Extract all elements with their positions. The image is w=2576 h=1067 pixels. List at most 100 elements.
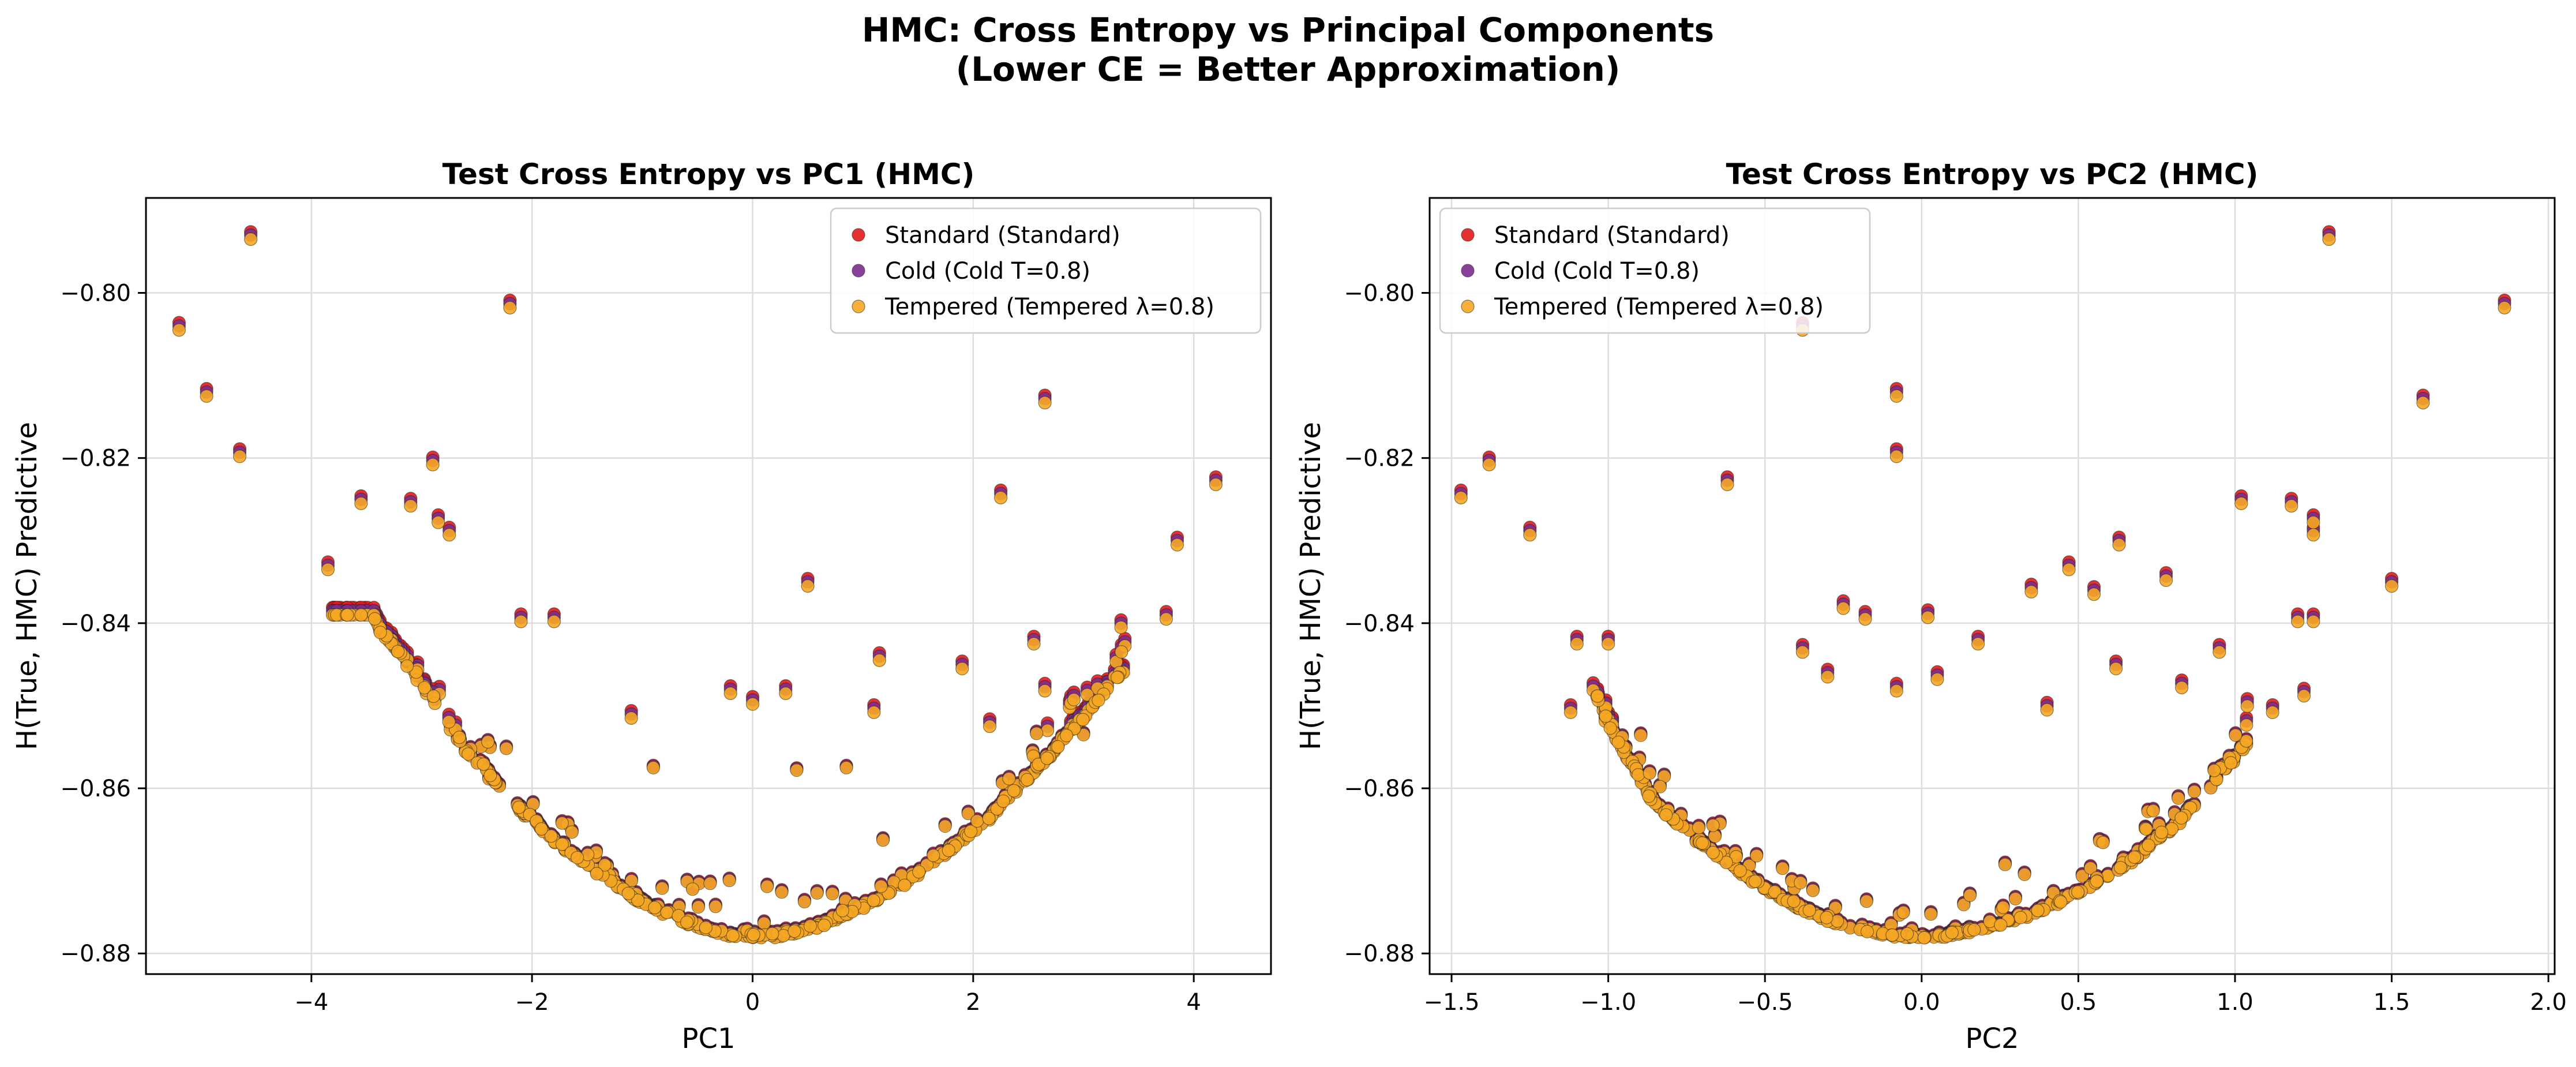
figure-title: HMC: Cross Entropy vs Principal Componen… <box>0 10 2576 89</box>
tempered-point <box>2172 791 2185 805</box>
legend-label: Cold (Cold T=0.8) <box>1494 258 1700 284</box>
legend-label: Standard (Standard) <box>885 222 1120 249</box>
tempered-point <box>200 389 213 403</box>
tempered-points <box>172 232 1223 945</box>
tempered-point <box>499 742 513 755</box>
tempered-point <box>1729 849 1743 864</box>
tempered-point <box>2285 499 2298 513</box>
tempered-point <box>1706 818 1720 832</box>
tempered-point <box>2174 811 2188 825</box>
tempered-point <box>1076 713 1090 727</box>
tempered-point <box>2416 396 2430 410</box>
tempered-point <box>1917 931 1931 945</box>
tempered-point <box>703 877 717 890</box>
tempered-point <box>747 928 760 942</box>
tempered-point <box>2240 734 2253 748</box>
tempered-point <box>598 858 612 872</box>
tempered-point <box>1482 458 1496 471</box>
tempered-point <box>1170 538 1184 552</box>
tempered-point <box>2234 496 2248 511</box>
tempered-point <box>1821 670 1835 684</box>
tempered-point <box>942 844 955 858</box>
tempered-point <box>1092 693 1105 707</box>
tempered-point <box>1806 883 1820 897</box>
tempered-point <box>426 689 441 703</box>
chart-1: −4 −2 0 2 4 −0.88 −0.86 −0.84 −0.82 −0.80 Test Cro… <box>11 158 1272 1055</box>
tempered-point <box>2142 838 2155 852</box>
tempered-point <box>775 885 789 899</box>
tempered-point <box>1971 637 1985 651</box>
tempered-point <box>404 499 418 513</box>
tempered-point <box>790 763 804 777</box>
y-tick-label: −0.82 <box>60 445 131 472</box>
x-tick-label: 2.0 <box>2530 989 2567 1016</box>
tempered-point <box>648 901 662 915</box>
legend-marker <box>852 264 865 278</box>
tempered-point <box>1945 926 1959 939</box>
tempered-point <box>1860 924 1874 939</box>
tempered-point <box>1634 728 1648 742</box>
tempered-point <box>1591 689 1604 703</box>
tempered-point <box>726 929 740 942</box>
tempered-point <box>757 916 771 930</box>
tempered-point <box>1957 897 1971 912</box>
chart-title: Test Cross Entropy vs PC2 (HMC) <box>1726 158 2259 191</box>
tempered-point <box>452 731 466 744</box>
tempered-point <box>1802 903 1816 918</box>
legend-marker <box>1461 228 1475 242</box>
tempered-point <box>1002 772 1016 785</box>
chart-title: Test Cross Entropy vs PC1 (HMC) <box>443 158 975 191</box>
tempered-point <box>2291 615 2305 628</box>
legend-marker <box>852 299 865 313</box>
tempered-point <box>547 615 561 628</box>
tempered-point <box>2307 615 2320 628</box>
tempered-point <box>2498 301 2511 315</box>
tempered-point <box>1209 477 1223 492</box>
tempered-point <box>2146 804 2160 818</box>
tempered-point <box>1963 888 1977 903</box>
tempered-point <box>680 915 694 929</box>
tempered-point <box>477 757 490 771</box>
x-axis-label: PC2 <box>1966 1023 2019 1055</box>
tempered-point <box>646 761 661 774</box>
tempered-point <box>2175 680 2189 695</box>
tempered-point <box>1659 808 1673 822</box>
tempered-point <box>233 450 247 463</box>
legend-box <box>830 207 1262 334</box>
tempered-point <box>867 705 881 720</box>
tempered-point <box>817 918 831 933</box>
tempered-point <box>2322 232 2336 246</box>
tempered-point <box>2213 645 2226 659</box>
tempered-point <box>1706 845 1720 859</box>
x-tick-label: 0.5 <box>2060 989 2097 1016</box>
tempered-point <box>898 878 912 892</box>
x-tick-label: 2 <box>966 989 980 1016</box>
tempered-point <box>745 697 760 711</box>
tempered-point <box>1733 864 1747 878</box>
tempered-point <box>961 807 975 821</box>
tempered-point <box>555 816 569 830</box>
tempered-point <box>1570 637 1584 651</box>
tempered-point <box>631 893 645 907</box>
tempered-point <box>2096 836 2110 849</box>
tempered-point <box>810 886 824 900</box>
tempered-point <box>1930 672 1944 686</box>
tempered-point <box>431 515 445 529</box>
tempered-point <box>1611 735 1625 749</box>
tempered-point <box>660 905 674 919</box>
y-tick-label: −0.84 <box>60 611 131 637</box>
tempered-point <box>964 824 978 838</box>
y-tick-label: −0.86 <box>1344 776 1415 802</box>
tempered-point <box>1603 721 1617 735</box>
tempered-point <box>708 900 722 913</box>
y-axis-label: H(True, HMC) Predictive <box>1295 422 1327 750</box>
tempered-point <box>1885 928 1899 942</box>
tempered-point <box>2075 869 2089 883</box>
cold-points <box>1454 228 2511 944</box>
tempered-point <box>1719 855 1733 870</box>
tempered-point <box>779 686 793 701</box>
tempered-point <box>2159 573 2173 587</box>
legend-label: Tempered (Tempered λ=0.8) <box>884 294 1214 320</box>
tempered-point <box>1787 894 1801 908</box>
legend-label: Standard (Standard) <box>1494 222 1730 249</box>
